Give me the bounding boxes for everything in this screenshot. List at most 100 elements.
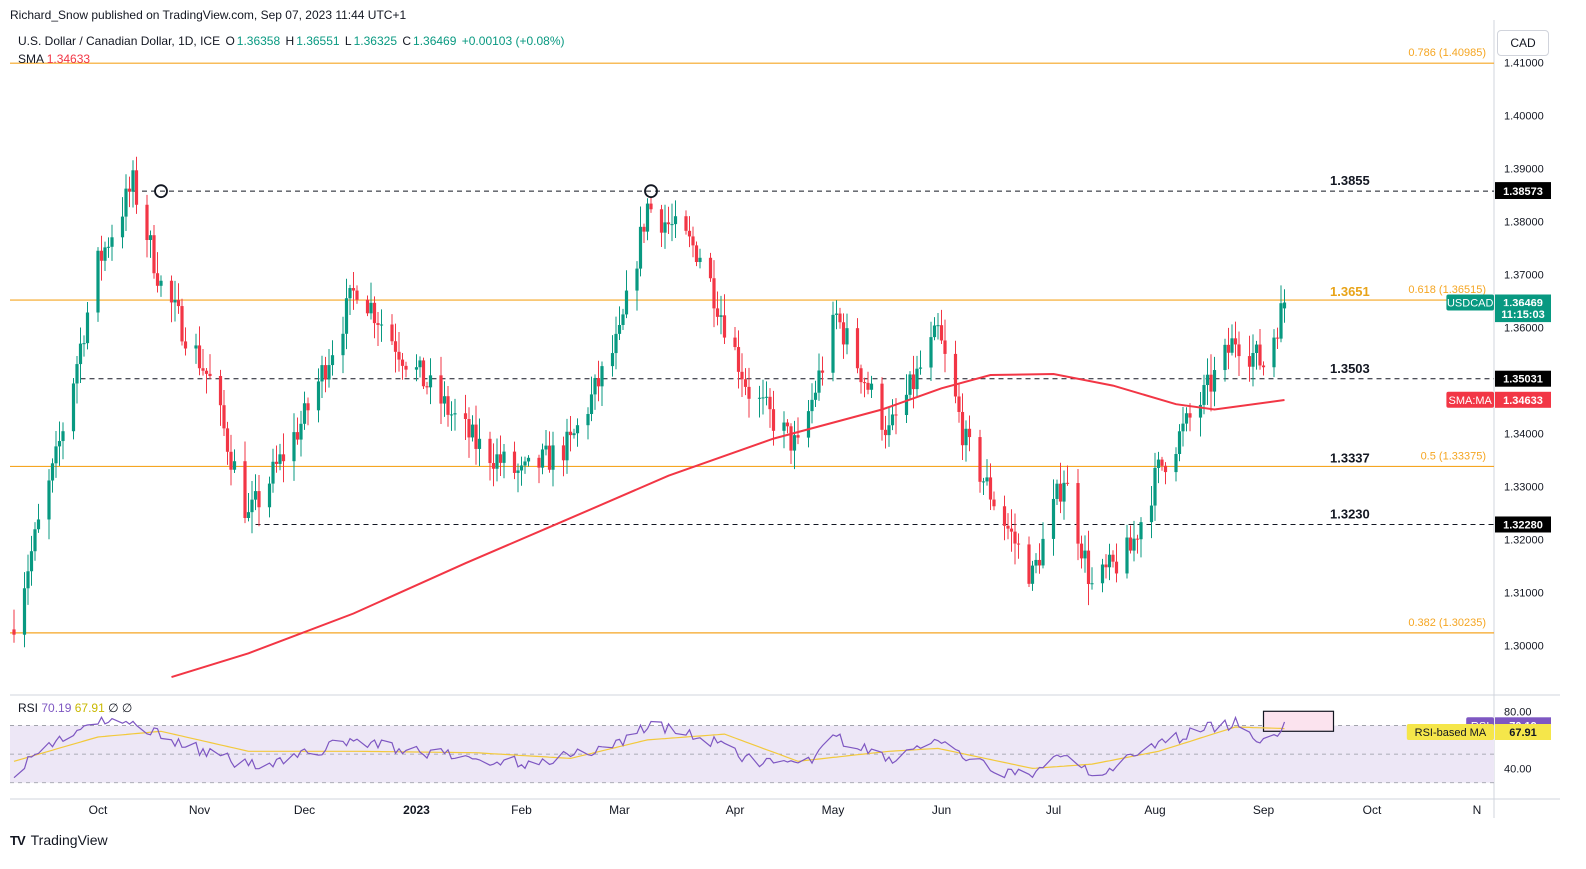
candle-body: [666, 222, 671, 225]
level-label: 1.3503: [1330, 361, 1370, 376]
candle-body: [593, 378, 597, 395]
candle-body: [740, 371, 744, 380]
symbol-legend[interactable]: U.S. Dollar / Canadian Dollar, 1D, ICE O…: [18, 34, 567, 48]
price-tick-label: 1.41000: [1504, 57, 1544, 69]
candle-body: [575, 425, 580, 434]
candle-body: [327, 365, 331, 380]
candle-body: [526, 457, 531, 462]
candle-body: [295, 432, 300, 440]
candle-body: [694, 245, 699, 263]
price-tag-bg: [1495, 306, 1551, 323]
candle-body: [929, 337, 933, 368]
candle-body: [768, 396, 772, 410]
high-label: H: [285, 34, 295, 48]
candle-body: [355, 290, 359, 300]
candle-body: [957, 396, 961, 412]
candle-body: [673, 216, 678, 225]
tradingview-brand[interactable]: TV TradingView: [10, 832, 108, 848]
time-tick-label: Dec: [294, 803, 315, 817]
candle-body: [890, 414, 895, 426]
price-tick-label: 1.32000: [1504, 534, 1544, 546]
candle-body: [1181, 423, 1185, 432]
sma-legend[interactable]: SMA 1.34633: [18, 52, 90, 66]
candle-body: [743, 379, 748, 387]
candle-body: [397, 351, 401, 360]
candle-body: [1279, 303, 1283, 339]
candle-body: [29, 551, 34, 572]
price-tag: USDCAD: [1447, 298, 1494, 310]
currency-button[interactable]: CAD: [1497, 30, 1549, 56]
candle-body: [1233, 338, 1238, 345]
candle-body: [470, 424, 475, 438]
open-value: 1.36358: [236, 34, 281, 48]
candle-body: [1128, 537, 1133, 551]
rsi-tick-label: 40.00: [1504, 763, 1532, 775]
candle-body: [516, 470, 520, 473]
candle-body: [708, 257, 713, 279]
candle-body: [943, 340, 947, 354]
rsi-tag: RSI-based MA: [1415, 727, 1487, 739]
candle-body: [344, 298, 349, 334]
candle-body: [36, 519, 41, 530]
price-tag-bg: [1495, 183, 1551, 200]
rsi-extra-2: ∅: [121, 701, 133, 715]
candle-body: [281, 454, 286, 462]
candle-body: [859, 368, 863, 383]
candle-body: [733, 337, 737, 348]
candle-body: [278, 454, 282, 464]
candle-body: [229, 451, 233, 470]
candle-body: [1135, 538, 1140, 540]
rsi-extra-1: ∅: [108, 701, 119, 715]
candle-body: [183, 341, 188, 349]
candle-body: [180, 306, 184, 342]
candle-body: [1009, 528, 1014, 532]
candle-body: [50, 463, 55, 481]
candle-body: [663, 222, 667, 233]
candle-body: [491, 463, 496, 469]
candle-body: [1132, 538, 1136, 551]
rsi-legend[interactable]: RSI 70.19 67.91 ∅ ∅: [18, 701, 132, 715]
price-tick-label: 1.36000: [1504, 322, 1544, 334]
price-tick-label: 1.40000: [1504, 110, 1544, 122]
rsi-tick-label: 80.00: [1504, 706, 1532, 718]
sma-line: [171, 372, 1285, 679]
candle-body: [12, 629, 16, 635]
candle-body: [813, 392, 818, 400]
candle-body: [712, 278, 716, 309]
candle-body: [796, 435, 800, 438]
candle-body: [771, 409, 776, 431]
price-tick-label: 1.37000: [1504, 269, 1544, 281]
candle-body: [1247, 356, 1252, 367]
candle-body: [614, 333, 618, 354]
candle-body: [1272, 337, 1276, 368]
candle-body: [372, 302, 377, 324]
candle-body: [883, 429, 888, 436]
candle-body: [1174, 453, 1178, 473]
candle-body: [985, 477, 989, 482]
candle-body: [267, 483, 272, 508]
time-tick-label: Feb: [511, 803, 532, 817]
candle-body: [428, 375, 433, 388]
candle-body: [1202, 385, 1206, 405]
candle-body: [155, 273, 160, 286]
candle-body: [841, 322, 846, 345]
candle-body: [1086, 550, 1091, 585]
time-tick-label: N: [1473, 803, 1482, 817]
candle-body: [131, 170, 135, 192]
candle-body: [565, 431, 569, 461]
candle-body: [463, 413, 468, 419]
candle-body: [1209, 374, 1213, 392]
price-tag-bg: [1446, 294, 1494, 311]
price-tag: SMA:MA: [1448, 395, 1492, 407]
candle-body: [642, 226, 646, 232]
candle-body: [684, 216, 688, 231]
candle-body: [176, 299, 181, 307]
rsi-band: [10, 725, 1494, 783]
candle-body: [1037, 559, 1042, 566]
symbol-title: U.S. Dollar / Canadian Dollar, 1D, ICE: [18, 34, 221, 48]
candle-body: [33, 529, 37, 552]
candle-body: [502, 451, 506, 463]
candle-body: [152, 235, 156, 274]
candle-body: [512, 451, 517, 473]
